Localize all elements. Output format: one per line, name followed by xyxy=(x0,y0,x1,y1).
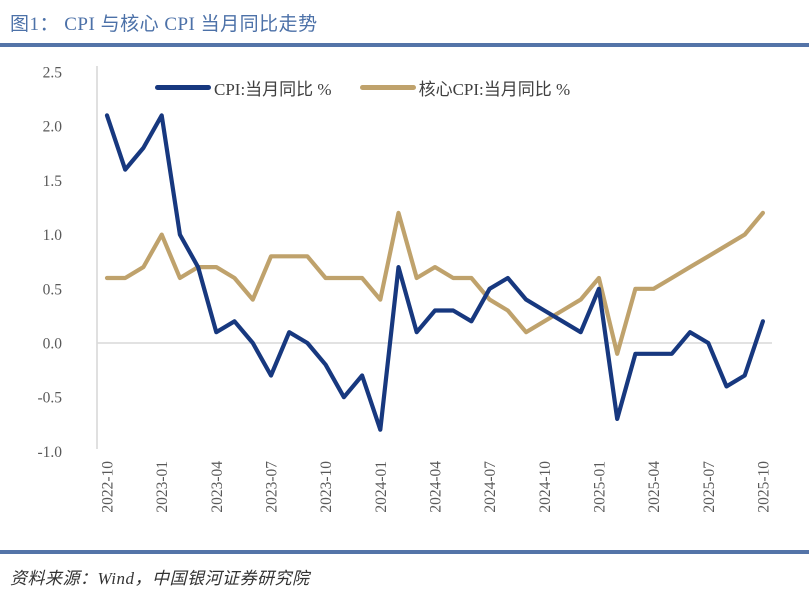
chart-legend: CPI:当月同比 % 核心CPI:当月同比 % xyxy=(155,75,570,100)
x-axis-tick-label: 2023-04 xyxy=(209,461,226,513)
core-cpi-line-swatch xyxy=(359,85,416,90)
x-axis-tick-label: 2025-07 xyxy=(701,461,718,513)
y-axis-tick-label: 1.0 xyxy=(43,227,63,244)
x-axis-tick-label: 2023-10 xyxy=(318,461,335,513)
x-axis-tick-label: 2025-04 xyxy=(646,461,663,513)
x-axis-tick-label: 2023-07 xyxy=(263,461,280,513)
core-cpi-legend-label: 核心CPI:当月同比 % xyxy=(418,80,571,99)
x-axis-tick-label: 2024-07 xyxy=(482,461,499,513)
data-source-note: 资料来源：Wind，中国银河证券研究院 xyxy=(10,569,310,588)
y-axis-tick-label: 2.5 xyxy=(43,65,63,82)
x-axis-tick-label: 2025-01 xyxy=(591,461,608,513)
y-axis-tick-label: 0.0 xyxy=(43,336,63,353)
y-axis-tick-label: -1.0 xyxy=(37,444,62,461)
y-axis-tick-label: 2.0 xyxy=(43,119,63,136)
x-axis-tick-label: 2024-10 xyxy=(537,461,554,513)
core-cpi-series-line xyxy=(104,210,766,356)
cpi-legend-label: CPI:当月同比 % xyxy=(214,80,332,99)
legend-item-core-cpi: 核心CPI:当月同比 % xyxy=(359,75,571,100)
y-axis-tick-label: 0.5 xyxy=(43,281,63,298)
title-divider-rule xyxy=(0,43,809,47)
cpi-line-swatch xyxy=(155,85,211,90)
x-axis-tick-label: 2024-01 xyxy=(373,461,390,513)
legend-item-cpi: CPI:当月同比 % xyxy=(155,75,332,100)
y-axis-tick-label: -0.5 xyxy=(37,390,62,407)
x-axis-tick-label: 2025-10 xyxy=(755,461,772,513)
cpi-series-line xyxy=(104,113,766,432)
footer-divider-rule xyxy=(0,550,809,554)
x-axis-tick-label: 2024-04 xyxy=(427,461,444,513)
x-axis-tick-label: 2023-01 xyxy=(154,461,171,513)
y-axis-tick-label: 1.5 xyxy=(43,173,63,190)
figure-title: 图1： CPI 与核心 CPI 当月同比走势 xyxy=(10,14,318,35)
x-axis-tick-label: 2022-10 xyxy=(100,461,117,513)
